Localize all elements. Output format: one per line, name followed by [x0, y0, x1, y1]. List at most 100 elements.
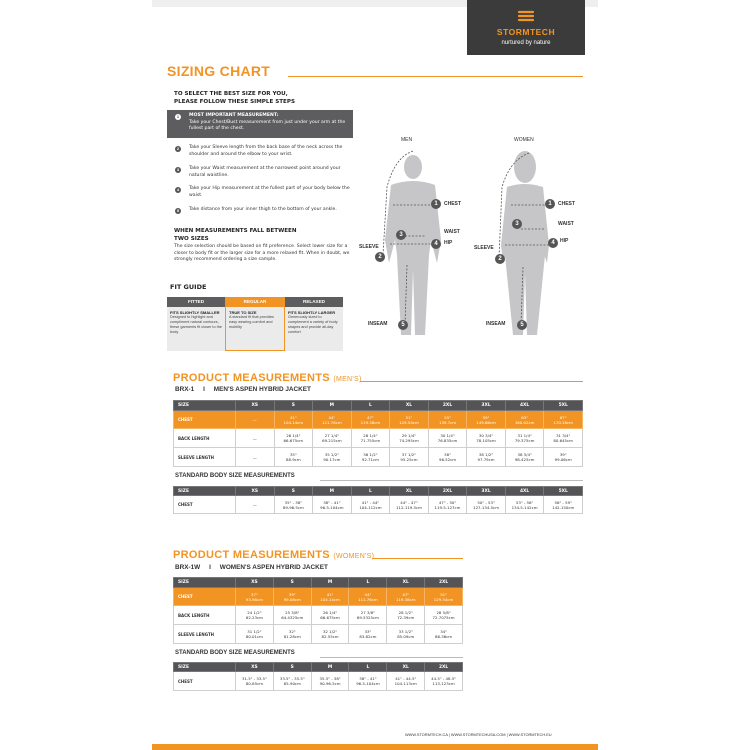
table-cell: 2XL [427, 400, 468, 411]
row-label: CHEST [173, 587, 236, 606]
table-cell: 51" 129.54cm [424, 587, 463, 606]
table-row: BACK LENGTH 24 1/2" 62.23cm 25 3/8" 64.4325c… [173, 605, 463, 625]
table-cell: 27 1/4" 69.215cm [312, 428, 352, 448]
table-cell: 38" 96.52cm [427, 447, 468, 467]
step-1: 1 MOST IMPORTANT MEASUREMENT: Take your … [167, 110, 353, 138]
table-cell: 26 1/4" 66.675cm [273, 428, 314, 448]
women-label: WOMEN [514, 137, 534, 143]
table-row: SLEEVE LENGTH —35" 88.9cm 35 1/2" 90.17cm 36 … [173, 447, 583, 467]
row-label: SIZE [173, 486, 236, 496]
table-row: CHEST —41" 104.14cm 44" 111.76cm 47" 119.38cm 5… [173, 410, 583, 429]
footer-websites: WWW.STORMTECH.CA | WWW.STORMTECHUSA.COM … [405, 732, 552, 737]
table-cell: 29 1/4" 74.295cm [389, 428, 429, 448]
fit-regular: REGULAR TRUE TO SIZE A standard fit that p… [225, 297, 285, 351]
women-product-line: BRX-1W I WOMEN'S ASPEN HYBRID JACKET [175, 564, 328, 571]
men-standard-table: SIZE XS S M L XL 2XL 3XL 4XL 5XL CHEST —35" - 38" 89… [173, 486, 583, 514]
page-title: SIZING CHART [167, 63, 271, 79]
table-cell: 28 1/4" 71.755cm [350, 428, 391, 448]
table-cell: 35" - 38" 89-96.5cm [273, 495, 314, 514]
chest-label-men: CHEST [444, 201, 461, 207]
table-cell: 36 1/2" 92.71cm [350, 447, 391, 467]
women-measurements-table: SIZE XS S M L XL 2XL CHEST 37" 93.98cm 39" 99.06cm 4… [173, 577, 463, 644]
table-cell: M [310, 662, 350, 672]
table-cell: 41" - 44" 104-112cm [350, 495, 391, 514]
table-cell: 24 1/2" 62.23cm [235, 605, 274, 625]
table-cell: 2XL [427, 486, 468, 496]
inseam-label-women: INSEAM [486, 321, 506, 327]
men-label: MEN [401, 137, 413, 143]
table-cell: S [272, 662, 312, 672]
step-3: 3 Take your Waist measurement at the narr… [175, 166, 341, 178]
chest-label-women: CHEST [558, 201, 575, 207]
marker-2-women: 2 [495, 254, 505, 264]
table-cell: 32 1/2" 82.55cm [310, 624, 350, 644]
title-rule [288, 76, 583, 77]
table-cell: 2XL [424, 577, 463, 588]
marker-3-men: 3 [396, 230, 406, 240]
waist-label-men: WAIST [444, 229, 460, 235]
table-cell: 41" - 44.5" 104-113cm [386, 671, 426, 691]
table-cell: 27 3/8" 69.5325cm [348, 605, 388, 625]
table-cell: 30 1/4" 76.835cm [427, 428, 468, 448]
table-cell: — [235, 428, 275, 448]
table-cell: 56" - 59" 142-150cm [543, 495, 583, 514]
table-cell: 41" 104.14cm [310, 587, 350, 606]
table-cell: 33" 83.82cm [348, 624, 388, 644]
table-cell: 44" - 47" 112-119.5cm [389, 495, 429, 514]
row-label: SLEEVE LENGTH [173, 447, 236, 467]
table-cell: L [350, 486, 391, 496]
women-section-title: PRODUCT MEASUREMENTS (WOMEN'S) [173, 549, 375, 561]
table-cell: 5XL [543, 486, 583, 496]
marker-4-women: 4 [548, 238, 558, 248]
marker-1-men: 1 [431, 199, 441, 209]
hip-label-men: HIP [444, 240, 453, 246]
table-cell: L [348, 577, 388, 588]
table-row: CHEST —35" - 38" 89-96.5cm 38" - 41" 96.5-10… [173, 495, 583, 514]
table-cell: 30 3/4" 78.105cm [466, 428, 506, 448]
table-cell: 26 1/4" 66.675cm [310, 605, 350, 625]
table-cell: XS [235, 400, 275, 411]
between-heading: WHEN MEASUREMENTS FALL BETWEEN TWO SIZES [174, 228, 297, 242]
table-cell: 35 1/2" 90.17cm [312, 447, 352, 467]
row-label: CHEST [173, 495, 236, 514]
hip-label-women: HIP [560, 238, 569, 244]
marker-4-men: 4 [431, 239, 441, 249]
table-cell: 31 3/4" 80.645cm [543, 428, 583, 448]
women-silhouette [501, 151, 549, 335]
header-row: SIZE XS S M L XL 2XL 3XL 4XL 5XL [173, 486, 583, 496]
header-row: SIZE XS S M L XL 2XL [173, 577, 463, 588]
row-label: SIZE [173, 400, 236, 411]
men-title-rule [360, 381, 583, 382]
table-cell: 34" 86.36cm [424, 624, 463, 644]
table-cell: 38" - 41" 96.5-104cm [348, 671, 388, 691]
fit-relaxed: RELAXED FITS SLIGHTLY LARGER Generously si… [285, 297, 343, 351]
table-cell: 44" 111.76cm [312, 410, 352, 429]
marker-3-women: 3 [512, 219, 522, 229]
row-label: SIZE [173, 577, 236, 588]
table-cell: 5XL [543, 400, 583, 411]
stormtech-s-icon [517, 10, 535, 22]
table-cell: XS [235, 662, 274, 672]
table-cell: 39" 99.06cm [272, 587, 312, 606]
brand-tagline: nurtured by nature [501, 40, 551, 46]
table-cell: 28 1/2" 72.39cm [386, 605, 426, 625]
table-cell: 55" 139.7cm [427, 410, 468, 429]
between-text: The size selection should be based on fi… [174, 244, 350, 263]
table-row: CHEST 31.5" - 33.5" 80-85cm 33.5" - 35.5" 85… [173, 671, 463, 691]
table-row: SLEEVE LENGTH 31 1/2" 80.01cm 32" 81.28cm 32 … [173, 624, 463, 644]
table-cell: 4XL [504, 486, 545, 496]
men-std-rule [320, 480, 583, 481]
table-cell: 38 1/2" 97.79cm [466, 447, 506, 467]
table-row: BACK LENGTH —26 1/4" 66.675cm 27 1/4" 69.215… [173, 428, 583, 448]
row-label: SLEEVE LENGTH [173, 624, 236, 644]
table-cell: 41" 104.14cm [273, 410, 314, 429]
women-standard-table: SIZE XS S M L XL 2XL CHEST 31.5" - 33.5" 80-85cm 3… [173, 662, 463, 691]
marker-1-women: 1 [545, 199, 555, 209]
table-cell: 67" 170.18cm [543, 410, 583, 429]
fit-guide-title: FIT GUIDE [170, 283, 207, 291]
table-cell: 38 3/4" 98.425cm [504, 447, 545, 467]
table-cell: 28 5/8" 72.7075cm [424, 605, 463, 625]
table-cell: M [312, 486, 352, 496]
step-4: 4 Take your Hip measurement at the fulles… [175, 186, 350, 198]
table-cell: 47" 119.38cm [350, 410, 391, 429]
